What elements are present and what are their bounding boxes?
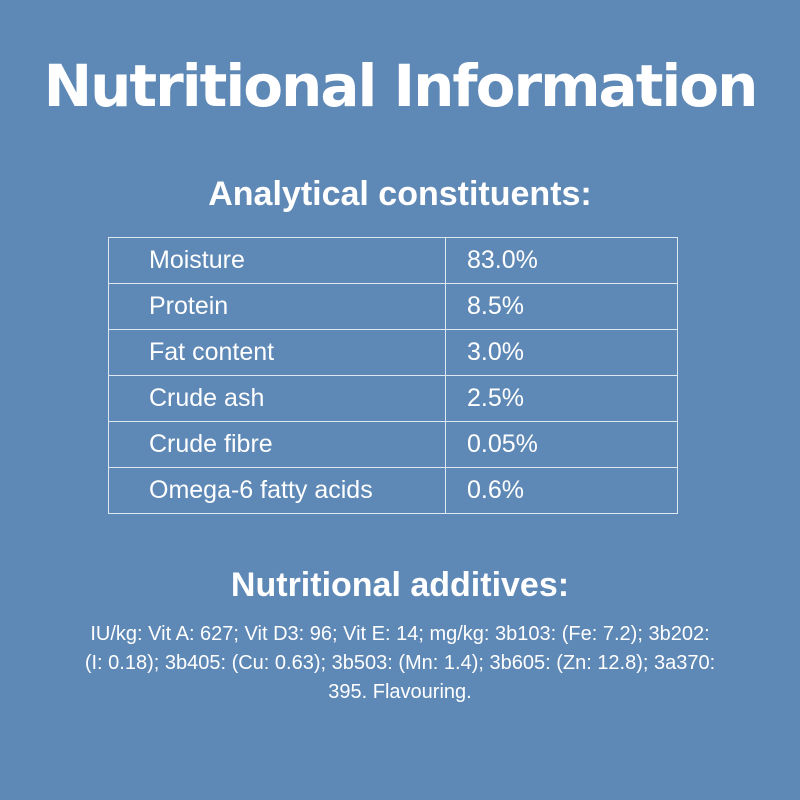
constituent-value: 83.0% <box>445 237 678 284</box>
constituent-value: 3.0% <box>445 329 678 376</box>
analytical-constituents-table: Moisture 83.0% Protein 8.5% Fat content … <box>108 237 678 514</box>
constituent-name: Protein <box>108 283 446 330</box>
constituent-value: 8.5% <box>445 283 678 330</box>
table-row: Crude ash 2.5% <box>108 375 678 422</box>
constituent-value: 0.05% <box>445 421 678 468</box>
page-title: Nutritional Information <box>43 52 759 120</box>
constituent-name: Omega-6 fatty acids <box>108 467 446 514</box>
constituent-name: Crude fibre <box>108 421 446 468</box>
table-row: Crude fibre 0.05% <box>108 421 678 468</box>
nutritional-additives-text: IU/kg: Vit A: 627; Vit D3: 96; Vit E: 14… <box>84 623 716 703</box>
constituent-value: 0.6% <box>445 467 678 514</box>
table-row: Protein 8.5% <box>108 283 678 330</box>
nutritional-additives-heading: Nutritional additives: <box>230 566 570 604</box>
table-row: Omega-6 fatty acids 0.6% <box>108 467 678 514</box>
constituent-name: Crude ash <box>108 375 446 422</box>
table-row: Moisture 83.0% <box>108 237 678 284</box>
table-row: Fat content 3.0% <box>108 329 678 376</box>
constituent-value: 2.5% <box>445 375 678 422</box>
analytical-constituents-heading: Analytical constituents: <box>208 175 592 213</box>
constituent-name: Fat content <box>108 329 446 376</box>
constituent-name: Moisture <box>108 237 446 284</box>
